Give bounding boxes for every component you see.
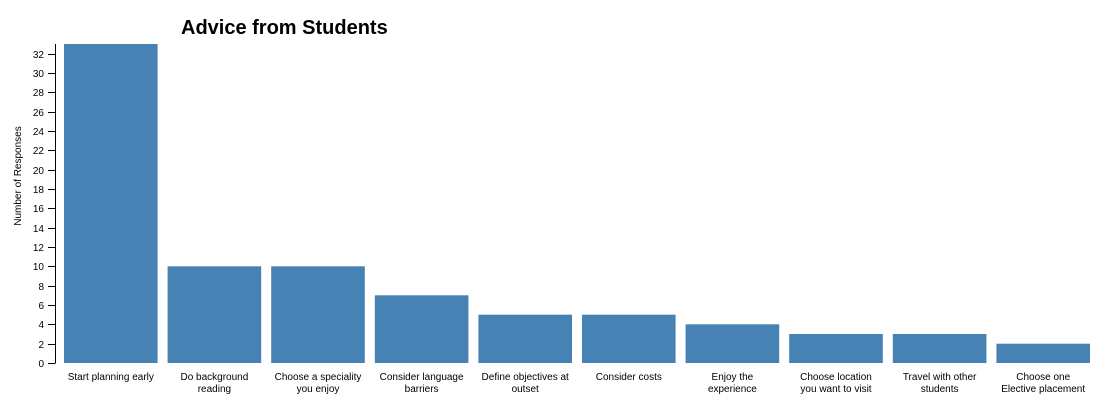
bar — [167, 266, 262, 363]
x-category-label-line: Choose a speciality — [275, 372, 362, 383]
y-tick-label: 4 — [38, 320, 44, 331]
x-category-label-line: Enjoy the — [712, 372, 754, 383]
bar — [789, 334, 883, 363]
x-axis: Start planning early Do background reading… — [68, 372, 1086, 395]
y-tick-label: 20 — [33, 166, 45, 177]
y-tick-label: 18 — [33, 185, 45, 196]
x-category-label-line: Choose one — [1016, 372, 1070, 383]
x-category-label-line: Define objectives at — [482, 372, 569, 383]
y-tick-label: 2 — [38, 340, 44, 351]
x-category-label: Choose one Elective placement — [1001, 372, 1085, 395]
x-category-label-line: barriers — [405, 384, 439, 395]
x-category-label-line: Consider language — [380, 372, 464, 383]
bar — [582, 314, 676, 363]
y-tick-label: 26 — [33, 108, 45, 119]
y-tick-label: 22 — [33, 146, 45, 157]
x-category-label-line: outset — [512, 384, 539, 395]
y-tick-label: 28 — [33, 88, 45, 99]
bar — [996, 343, 1090, 363]
y-tick-label: 6 — [38, 301, 44, 312]
x-category-label: Travel with other students — [903, 372, 977, 395]
x-category-label-line: Elective placement — [1001, 384, 1085, 395]
y-tick-label: 14 — [33, 224, 45, 235]
bar — [271, 266, 365, 363]
bar — [64, 44, 158, 363]
x-category-label-line: students — [921, 384, 959, 395]
y-tick-label: 16 — [33, 204, 45, 215]
y-tick-label: 30 — [33, 69, 45, 80]
bar — [685, 324, 780, 363]
y-axis-title: Number of Responses — [13, 126, 24, 226]
chart-title: Advice from Students — [181, 17, 388, 39]
x-category-label: Start planning early — [68, 372, 154, 383]
y-tick-label: 10 — [33, 262, 45, 273]
y-tick-label: 0 — [38, 359, 44, 370]
x-category-label: Enjoy the experience — [708, 372, 757, 395]
x-category-label-line: Consider costs — [596, 372, 662, 383]
x-category-label-line: you enjoy — [297, 384, 340, 395]
y-tick-label: 8 — [38, 282, 44, 293]
y-tick-label: 24 — [33, 127, 45, 138]
x-category-label-line: Travel with other — [903, 372, 977, 383]
x-category-label: Consider language barriers — [380, 372, 464, 395]
bar — [478, 314, 572, 363]
x-category-label-line: Do background — [180, 372, 248, 383]
x-category-label-line: Start planning early — [68, 372, 154, 383]
x-category-label: Choose a speciality you enjoy — [275, 372, 362, 395]
x-category-label: Consider costs — [596, 372, 662, 383]
x-category-label-line: you want to visit — [800, 384, 871, 395]
x-category-label-line: Choose location — [800, 372, 872, 383]
bar — [892, 334, 987, 363]
bars — [64, 44, 1090, 363]
x-category-label: Choose location you want to visit — [800, 372, 872, 395]
x-category-label: Define objectives at outset — [482, 372, 569, 395]
x-category-label-line: reading — [198, 384, 231, 395]
y-tick-label: 32 — [33, 50, 45, 61]
x-category-label: Do background reading — [180, 372, 248, 395]
x-category-label-line: experience — [708, 384, 757, 395]
y-tick-label: 12 — [33, 243, 45, 254]
bar — [374, 295, 469, 363]
